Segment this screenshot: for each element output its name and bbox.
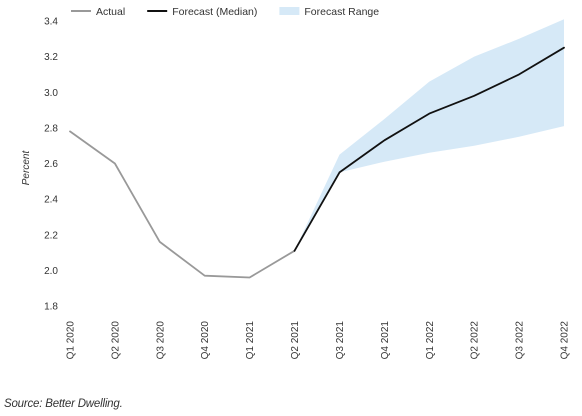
x-axis-ticks: Q1 2020 Q2 2020 Q3 2020 Q4 2020 Q1 2021 Q2 20… — [66, 321, 571, 360]
forecast-median-line — [293, 46, 565, 252]
y-tick-label: 2.8 — [44, 123, 58, 134]
x-tick-label: Q3 2020 — [155, 321, 166, 360]
x-tick-label: Q4 2021 — [380, 321, 391, 360]
y-tick-label: 3.2 — [44, 52, 58, 63]
x-tick-label: Q2 2020 — [110, 321, 121, 360]
x-tick-label: Q1 2022 — [425, 321, 436, 360]
x-tick-label: Q1 2020 — [66, 321, 77, 360]
x-tick-label: Q3 2021 — [335, 321, 346, 360]
forecast-range-band — [294, 19, 564, 251]
x-tick-label: Q4 2020 — [200, 321, 211, 360]
y-tick-label: 1.8 — [44, 302, 58, 313]
x-tick-label: Q4 2022 — [560, 321, 571, 360]
legend-label-forecast-range: Forecast Range — [304, 6, 379, 18]
legend-label-forecast-median: Forecast (Median) — [172, 6, 257, 18]
y-tick-label: 3.4 — [44, 17, 58, 28]
y-axis-ticks: 1.8 2.0 2.2 2.4 2.6 2.8 3.0 3.2 3.4 — [44, 17, 58, 313]
y-tick-label: 3.0 — [44, 88, 58, 99]
actual-line — [69, 130, 296, 279]
y-tick-label: 2.2 — [44, 230, 58, 241]
x-tick-label: Q1 2021 — [245, 321, 256, 360]
legend-swatch-forecast-range — [279, 7, 300, 15]
y-tick-label: 2.4 — [44, 195, 58, 206]
y-tick-label: 2.0 — [44, 266, 58, 277]
x-tick-label: Q3 2022 — [515, 321, 526, 360]
y-axis-label: Percent — [21, 150, 32, 186]
source-note: Source: Better Dwelling. — [4, 398, 123, 410]
legend-label-actual: Actual — [96, 6, 125, 18]
legend: Actual Forecast (Median) Forecast Range — [71, 6, 379, 18]
x-tick-label: Q2 2021 — [290, 321, 301, 360]
x-tick-label: Q2 2022 — [470, 321, 481, 360]
plot-area — [69, 19, 565, 279]
y-tick-label: 2.6 — [44, 159, 58, 170]
chart: Actual Forecast (Median) Forecast Range Pe… — [21, 6, 571, 360]
